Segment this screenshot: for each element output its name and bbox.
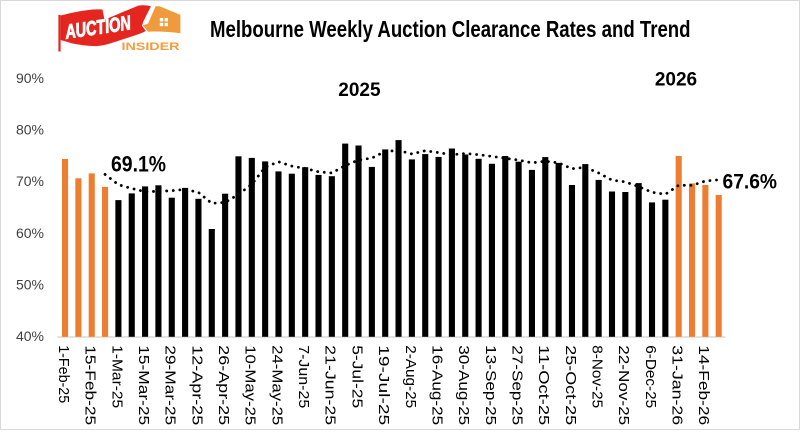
svg-text:80%: 80% <box>16 122 44 138</box>
svg-text:67.6%: 67.6% <box>723 171 778 194</box>
svg-text:15-Mar-25: 15-Mar-25 <box>135 345 152 425</box>
svg-text:19-Jul-25: 19-Jul-25 <box>375 345 392 425</box>
svg-text:21-Jun-25: 21-Jun-25 <box>322 345 339 425</box>
svg-text:5-Jul-25: 5-Jul-25 <box>348 345 365 408</box>
svg-text:69.1%: 69.1% <box>111 152 166 177</box>
svg-text:16-Aug-25: 16-Aug-25 <box>428 345 445 425</box>
svg-text:70%: 70% <box>16 173 44 189</box>
svg-text:11-Oct-25: 11-Oct-25 <box>535 345 552 425</box>
svg-text:50%: 50% <box>16 276 44 292</box>
svg-text:60%: 60% <box>16 225 44 241</box>
svg-text:24-May-25: 24-May-25 <box>268 345 285 425</box>
svg-text:2-Aug-25: 2-Aug-25 <box>402 345 419 408</box>
svg-text:90%: 90% <box>16 70 44 86</box>
svg-text:31-Jan-26: 31-Jan-26 <box>669 345 686 425</box>
svg-text:29-Mar-25: 29-Mar-25 <box>162 345 179 425</box>
svg-text:2025: 2025 <box>338 80 381 101</box>
svg-text:1-Feb-25: 1-Feb-25 <box>55 345 72 403</box>
svg-text:6-Dec-25: 6-Dec-25 <box>642 345 659 408</box>
svg-text:12-Apr-25: 12-Apr-25 <box>188 345 205 425</box>
svg-text:22-Nov-25: 22-Nov-25 <box>615 345 632 425</box>
svg-text:30-Aug-25: 30-Aug-25 <box>455 345 472 425</box>
svg-text:Melbourne Weekly Auction Clear: Melbourne Weekly Auction Clearance Rates… <box>210 16 691 42</box>
svg-text:26-Apr-25: 26-Apr-25 <box>215 345 232 425</box>
svg-text:8-Nov-25: 8-Nov-25 <box>589 345 606 408</box>
svg-text:13-Sep-25: 13-Sep-25 <box>482 345 499 425</box>
svg-text:1-Mar-25: 1-Mar-25 <box>108 345 125 408</box>
svg-text:15-Feb-25: 15-Feb-25 <box>82 345 99 425</box>
svg-text:2026: 2026 <box>655 70 697 91</box>
svg-text:25-Oct-25: 25-Oct-25 <box>562 345 579 425</box>
svg-text:INSIDER: INSIDER <box>122 41 180 53</box>
svg-text:14-Feb-26: 14-Feb-26 <box>695 345 712 425</box>
svg-text:40%: 40% <box>16 328 44 344</box>
svg-text:27-Sep-25: 27-Sep-25 <box>508 345 525 425</box>
svg-text:7-Jun-25: 7-Jun-25 <box>295 345 312 408</box>
svg-text:10-May-25: 10-May-25 <box>242 345 259 425</box>
